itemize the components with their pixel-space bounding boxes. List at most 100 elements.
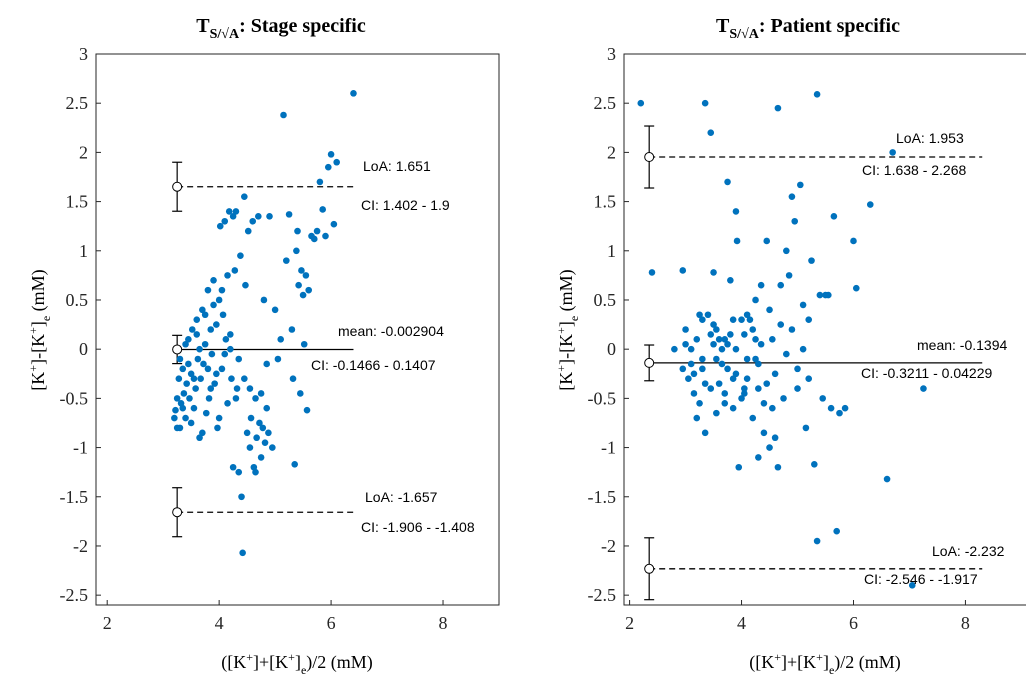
- data-point: [713, 409, 720, 417]
- data-point: [760, 429, 768, 437]
- data-point: [218, 365, 226, 373]
- data-point: [257, 390, 265, 397]
- data-point: [850, 237, 857, 245]
- x-axis-label-right: ([K+]+[K+]e)/2 (mM): [749, 650, 901, 676]
- data-point: [263, 360, 271, 368]
- data-point: [805, 375, 813, 382]
- loa-lower-ci-right: CI: -2.546 - -1.917: [864, 571, 978, 587]
- data-point: [194, 355, 202, 363]
- data-point: [713, 326, 720, 333]
- data-point: [187, 419, 195, 427]
- data-point: [763, 237, 771, 245]
- loa-upper-ci-right: CI: 1.638 - 2.268: [862, 162, 967, 178]
- data-point: [327, 151, 335, 158]
- data-point: [215, 414, 223, 422]
- data-point: [777, 281, 785, 289]
- data-point: [199, 306, 206, 314]
- data-point: [175, 375, 183, 382]
- data-point: [205, 395, 213, 402]
- data-point: [794, 365, 801, 373]
- data-point: [732, 208, 740, 215]
- title-stage-specific: TS/√A: Stage specific: [196, 15, 366, 42]
- data-point: [777, 321, 785, 328]
- data-point: [249, 217, 257, 225]
- data-point: [259, 424, 267, 432]
- data-point: [289, 375, 297, 382]
- data-point: [173, 424, 181, 432]
- data-point: [693, 414, 701, 422]
- data-point: [637, 99, 645, 107]
- data-point: [833, 527, 840, 535]
- data-point: [260, 296, 268, 304]
- data-point: [735, 463, 743, 471]
- data-point: [766, 444, 773, 451]
- y-tick-label: -0.5: [588, 388, 617, 408]
- data-point: [741, 385, 748, 392]
- data-point: [802, 424, 810, 432]
- data-point: [794, 385, 801, 392]
- data-point: [707, 129, 715, 137]
- loa-upper-label-right: LoA: 1.953: [896, 130, 964, 146]
- data-point: [813, 91, 821, 98]
- data-point: [263, 404, 271, 412]
- loa-upper-ci-left: CI: 1.402 - 1.9: [361, 197, 450, 213]
- data-point: [296, 390, 304, 397]
- data-point: [799, 301, 807, 309]
- data-point: [699, 365, 706, 373]
- y-axis-label-left: [K+]-[K+]e (mM): [26, 269, 53, 390]
- x-tick-label: 2: [103, 613, 112, 633]
- data-point: [741, 331, 748, 338]
- data-point: [255, 213, 262, 220]
- data-point: [749, 326, 757, 333]
- data-point: [788, 326, 796, 333]
- x-ticks-right: 2 4 6 8: [625, 600, 970, 633]
- y-tick-label: 3: [79, 44, 88, 64]
- data-point: [721, 390, 729, 397]
- data-point: [302, 272, 310, 279]
- data-point: [218, 286, 226, 294]
- data-point: [710, 321, 717, 328]
- data-point: [729, 375, 737, 382]
- y-tick-label: -2.5: [60, 585, 89, 605]
- annotations-right: LoA: 1.953 CI: 1.638 - 2.268 mean: -0.13…: [861, 130, 1007, 587]
- data-point: [648, 269, 656, 276]
- y-tick-label: -1: [601, 438, 616, 458]
- data-point: [182, 340, 189, 348]
- data-point: [819, 395, 827, 402]
- data-point: [785, 272, 793, 279]
- data-point: [715, 336, 723, 343]
- data-point: [201, 311, 209, 319]
- data-point: [232, 395, 240, 402]
- loa-upper-label-left: LoA: 1.651: [363, 158, 431, 174]
- mean-ci-left: CI: -0.1466 - 0.1407: [311, 357, 436, 373]
- y-tick-label: -0.5: [60, 388, 89, 408]
- data-point: [200, 360, 207, 368]
- data-point: [755, 385, 762, 392]
- loa-lower-label-right: LoA: -2.232: [932, 543, 1005, 559]
- x-ticks-left: 2 4 6 8: [103, 600, 448, 633]
- data-point: [889, 149, 896, 156]
- data-point: [228, 375, 235, 382]
- data-point: [774, 104, 782, 112]
- data-point: [687, 360, 695, 368]
- data-point: [743, 375, 751, 382]
- data-point: [298, 267, 305, 274]
- data-point: [215, 296, 223, 304]
- data-point: [241, 193, 248, 200]
- agreement-lines-right: [644, 125, 983, 601]
- y-tick-label: 3: [607, 44, 616, 64]
- data-point: [227, 331, 234, 338]
- mean-marker: [172, 344, 183, 355]
- loa-upper-marker: [644, 152, 655, 163]
- data-point: [746, 316, 754, 323]
- data-point: [283, 257, 290, 264]
- mean-label-left: mean: -0.002904: [338, 323, 444, 339]
- data-point: [752, 336, 759, 343]
- data-point: [295, 281, 302, 289]
- data-point: [266, 213, 273, 220]
- data-point: [299, 291, 307, 299]
- data-point: [232, 208, 240, 215]
- data-point: [293, 247, 300, 255]
- y-tick-label: 1.5: [66, 192, 89, 212]
- y-tick-label: -2: [73, 536, 88, 556]
